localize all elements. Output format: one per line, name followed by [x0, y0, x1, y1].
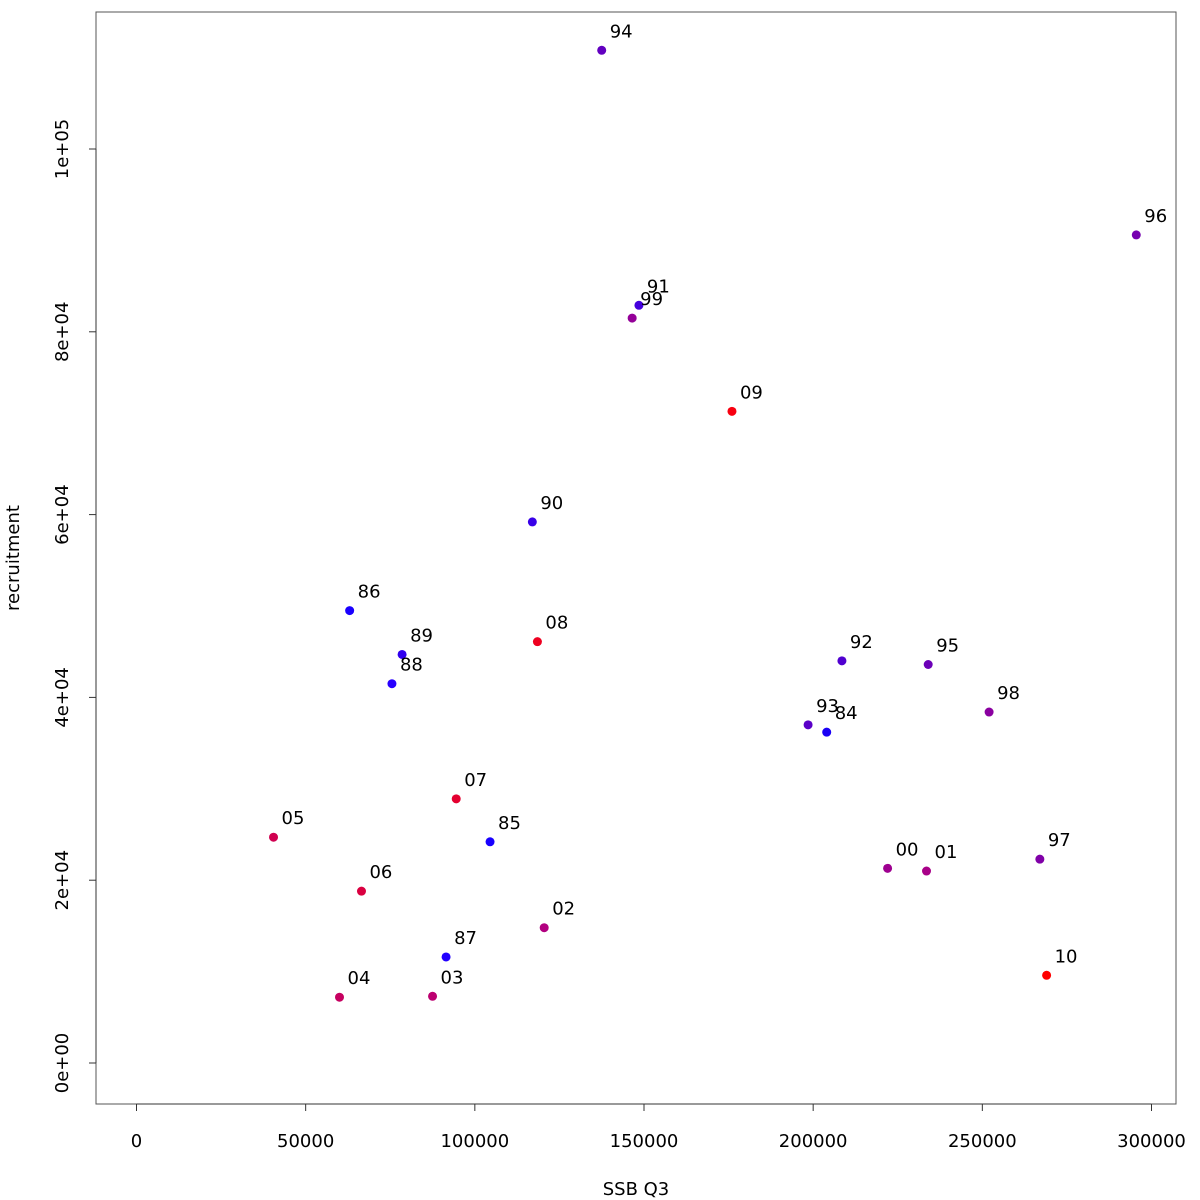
data-label-00: 00	[896, 839, 919, 860]
x-tick-label: 200000	[779, 1131, 848, 1152]
data-label-01: 01	[935, 842, 958, 863]
x-tick-label: 0	[131, 1131, 142, 1152]
data-point-97	[1035, 854, 1045, 864]
data-label-02: 02	[552, 899, 575, 920]
data-point-04	[335, 992, 344, 1002]
x-axis-title: SSB Q3	[603, 1179, 670, 1200]
x-tick-label: 50000	[277, 1131, 334, 1152]
data-label-91: 91	[647, 276, 670, 297]
data-point-96	[1131, 230, 1141, 240]
y-tick-label: 2e+04	[52, 850, 73, 911]
data-point-06	[356, 886, 366, 896]
data-point-05	[269, 832, 279, 842]
data-label-94: 94	[610, 21, 633, 42]
data-label-96: 96	[1144, 206, 1167, 227]
data-point-10	[1042, 970, 1052, 980]
data-label-89: 89	[410, 625, 433, 646]
data-point-99	[627, 313, 637, 323]
plot-area-frame	[95, 11, 1177, 1105]
data-point-07	[451, 794, 461, 804]
data-label-92: 92	[850, 632, 873, 653]
point-labels: 84 85 86 87 88 89 90 91 92 93 94 95 96 97 98 99 00 01 02 03…	[282, 21, 1168, 989]
y-tick-label: 8e+04	[52, 302, 73, 363]
data-label-07: 07	[464, 770, 487, 791]
data-label-05: 05	[282, 808, 305, 829]
x-tick-label: 150000	[610, 1131, 679, 1152]
data-label-08: 08	[545, 613, 568, 634]
data-point-03	[428, 991, 438, 1001]
data-point-85	[485, 837, 495, 847]
y-tick-label: 4e+04	[52, 667, 73, 728]
y-axis-title: recruitment	[3, 505, 24, 611]
data-label-98: 98	[997, 683, 1020, 704]
data-label-85: 85	[498, 813, 521, 834]
x-tick-label: 100000	[440, 1131, 509, 1152]
data-label-09: 09	[740, 382, 763, 403]
data-label-87: 87	[454, 928, 477, 949]
y-tick-label: 0e+00	[52, 1033, 73, 1094]
data-point-86	[345, 606, 355, 616]
data-points	[269, 45, 1141, 1002]
data-point-98	[984, 707, 994, 717]
data-label-10: 10	[1055, 946, 1078, 967]
data-label-04: 04	[348, 968, 371, 989]
data-point-89	[397, 649, 407, 659]
data-label-90: 90	[540, 493, 563, 514]
data-point-87	[441, 952, 451, 962]
data-point-91	[634, 300, 644, 310]
data-point-95	[923, 659, 933, 669]
data-label-99: 99	[640, 289, 663, 310]
data-point-02	[539, 923, 549, 933]
data-point-01	[922, 866, 932, 876]
data-point-09	[727, 406, 737, 416]
data-label-03: 03	[441, 967, 464, 988]
data-point-88	[387, 679, 397, 689]
x-axis-ticks: 0 50000 100000 150000 200000 250000 300000	[131, 1104, 1186, 1152]
data-point-94	[597, 45, 607, 55]
data-label-97: 97	[1048, 830, 1071, 851]
y-tick-label: 1e+05	[52, 119, 73, 180]
data-label-88: 88	[400, 655, 423, 676]
data-label-95: 95	[936, 635, 959, 656]
y-axis-ticks: 0e+00 2e+04 4e+04 6e+04 8e+04 1e+05	[52, 119, 96, 1094]
data-point-93	[803, 720, 813, 730]
data-label-84: 84	[835, 703, 858, 724]
x-tick-label: 300000	[1117, 1131, 1186, 1152]
data-point-00	[883, 863, 893, 873]
data-point-84	[822, 727, 832, 737]
data-point-92	[837, 656, 847, 666]
data-label-06: 06	[369, 862, 392, 883]
y-tick-label: 6e+04	[52, 484, 73, 545]
data-label-93: 93	[816, 696, 839, 717]
data-label-86: 86	[358, 582, 381, 603]
data-point-90	[527, 517, 537, 527]
data-point-08	[532, 637, 542, 647]
x-tick-label: 250000	[948, 1131, 1017, 1152]
